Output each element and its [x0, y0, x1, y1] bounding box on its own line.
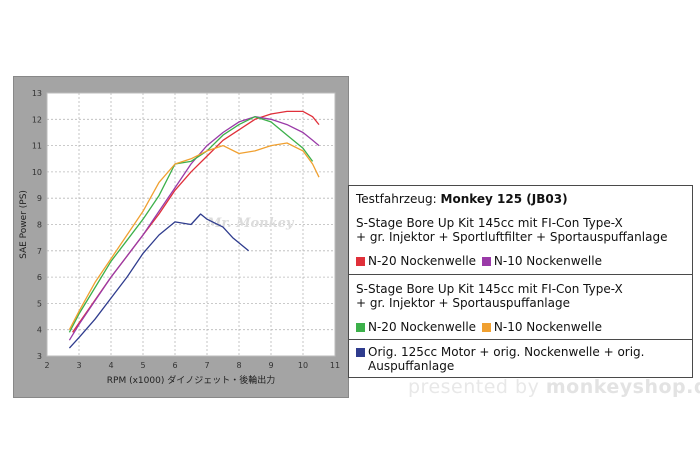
y-tick-label: 4 — [37, 326, 42, 335]
series-line-5 — [68, 213, 250, 349]
x-tick-label: 9 — [268, 361, 273, 370]
y-tick-label: 11 — [32, 142, 42, 151]
group2-desc-line1: S-Stage Bore Up Kit 145cc mit FI-Con Typ… — [356, 282, 623, 296]
red-swatch-icon — [356, 257, 365, 266]
x-tick-label: 5 — [140, 361, 145, 370]
x-tick-label: 4 — [108, 361, 113, 370]
legend-box: Testfahrzeug: Monkey 125 (JB03) S-Stage … — [348, 185, 693, 378]
test-vehicle-label: Testfahrzeug: — [356, 192, 441, 206]
x-tick-label: 11 — [330, 361, 340, 370]
y-tick-label: 3 — [37, 352, 42, 361]
test-vehicle-line: Testfahrzeug: Monkey 125 (JB03) — [356, 192, 568, 206]
x-tick-label: 7 — [204, 361, 209, 370]
orange-swatch-icon — [481, 323, 491, 332]
x-tick-label: 6 — [172, 361, 177, 370]
group1-desc-line2: + gr. Injektor + Sportluftfilter + Sport… — [356, 230, 668, 244]
legend-divider — [349, 339, 692, 340]
y-tick-label: 6 — [37, 273, 42, 282]
y-tick-label: 9 — [37, 194, 42, 203]
group2-legend-a: N-20 Nockenwelle — [368, 320, 477, 334]
purple-swatch-icon — [481, 257, 491, 266]
x-axis-label: RPM (x1000) ダイノジェット・後輪出力 — [107, 374, 275, 386]
footer-credit: presented by monkeyshop.de — [408, 376, 700, 398]
x-tick-label: 2 — [44, 361, 49, 370]
series-line-4 — [68, 142, 320, 331]
group2-legend-row: N-20 Nockenwelle N-10 Nockenwelle — [356, 320, 602, 334]
group1-legend-b: N-10 Nockenwelle — [493, 254, 602, 268]
group1-legend-a: N-20 Nockenwelle — [368, 254, 477, 268]
x-tick-label: 10 — [298, 361, 308, 370]
group2-desc-line2: + gr. Injektor + Sportauspuffanlage — [356, 296, 570, 310]
orig-legend-text: Orig. 125cc Motor + orig. Nockenwelle + … — [368, 345, 645, 359]
y-tick-label: 10 — [32, 168, 42, 177]
footer-brand: monkeyshop.de — [545, 376, 700, 398]
y-tick-label: 12 — [32, 115, 42, 124]
y-tick-label: 7 — [37, 247, 42, 256]
y-axis-label: SAE Power (PS) — [19, 190, 29, 259]
x-tick-label: 8 — [236, 361, 241, 370]
orig-legend-line1: Orig. 125cc Motor + orig. Nockenwelle + … — [356, 345, 645, 359]
footer-prefix: presented by — [408, 376, 546, 398]
blue-swatch-icon — [356, 348, 365, 357]
test-vehicle-name: Monkey 125 (JB03) — [440, 192, 568, 206]
group1-legend-row: N-20 Nockenwelle N-10 Nockenwelle — [356, 254, 602, 268]
y-tick-label: 8 — [37, 221, 42, 230]
y-tick-label: 13 — [32, 89, 42, 98]
y-tick-label: 5 — [37, 299, 42, 308]
series-line-3 — [68, 116, 314, 333]
group1-desc-line1: S-Stage Bore Up Kit 145cc mit FI-Con Typ… — [356, 216, 623, 230]
orig-legend-line2: Auspuffanlage — [368, 359, 455, 373]
group2-legend-b: N-10 Nockenwelle — [493, 320, 602, 334]
green-swatch-icon — [356, 323, 365, 332]
x-tick-label: 3 — [76, 361, 81, 370]
legend-divider — [349, 274, 692, 275]
watermark-text: Mr. Monkey — [206, 216, 295, 231]
